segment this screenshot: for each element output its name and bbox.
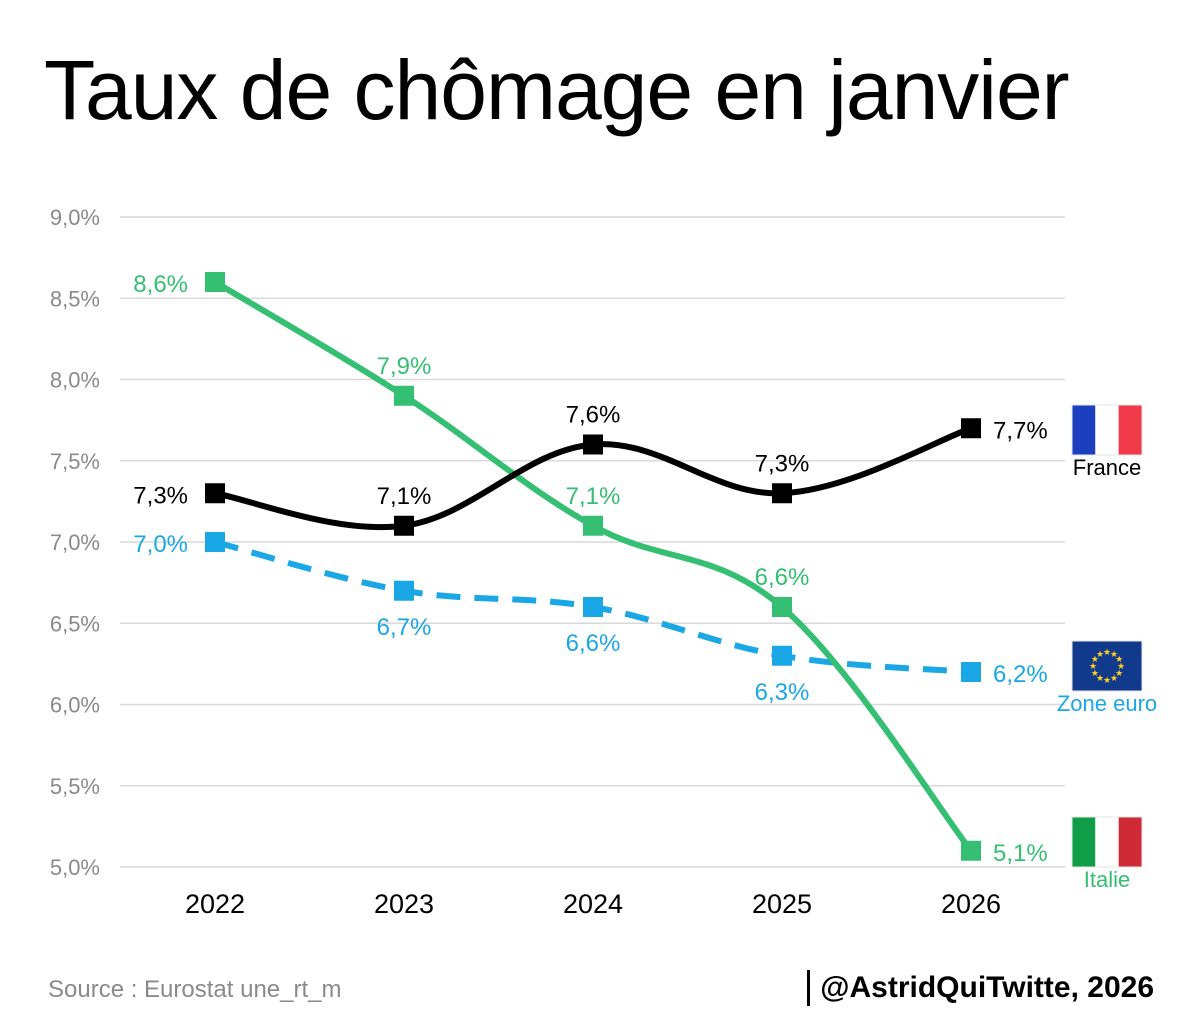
legend-label-france: France [1073,455,1141,480]
x-tick-label: 2022 [185,889,245,919]
data-label-france: 7,6% [566,402,621,429]
y-tick-label: 7,5% [50,449,100,474]
svg-text:★: ★ [1091,655,1099,665]
data-point-france [205,483,225,504]
data-label-zone-euro: 6,2% [993,661,1048,688]
data-label-zone-euro: 6,3% [755,679,810,706]
y-tick-label: 8,0% [50,368,100,393]
data-label-zone-euro: 6,7% [377,614,432,641]
svg-text:★: ★ [1117,662,1125,672]
chart-title: Taux de chômage en janvier [44,43,1070,137]
data-label-zone-euro: 6,6% [566,630,621,657]
data-point-france [583,434,603,455]
data-label-france: 7,1% [377,483,432,510]
y-tick-label: 5,5% [50,774,100,799]
svg-text:★: ★ [1103,676,1111,686]
x-tick-label: 2024 [563,889,623,919]
data-point-zone-euro [961,662,981,682]
data-label-france: 7,3% [755,450,810,477]
data-point-italie [205,272,225,292]
source-note: Source : Eurostat une_rt_m [48,976,342,1003]
y-tick-label: 6,5% [50,611,100,636]
svg-text:★: ★ [1115,655,1123,665]
x-tick-label: 2025 [752,889,812,919]
y-tick-label: 7,0% [50,530,100,555]
svg-text:★: ★ [1096,674,1104,684]
legend-label-zone-euro: Zone euro [1057,691,1157,716]
data-point-zone-euro [772,645,792,666]
data-point-italie [961,840,981,861]
y-tick-label: 9,0% [50,205,100,230]
data-point-italie [772,597,792,617]
svg-text:★: ★ [1110,674,1118,684]
svg-text:★: ★ [1096,650,1104,660]
x-tick-label: 2023 [374,889,434,919]
svg-text:★: ★ [1115,669,1123,679]
data-point-zone-euro [394,580,414,601]
data-point-france [961,418,981,439]
italy-flag-icon [1071,816,1143,868]
data-label-italie: 8,6% [133,271,188,298]
author-credit: @AstridQuiTwitte, 2026 [807,970,1154,1006]
data-label-france: 7,3% [133,482,188,509]
data-point-france [394,515,414,536]
data-point-zone-euro [205,532,225,552]
data-label-zone-euro: 7,0% [133,531,188,558]
france-flag-icon [1071,404,1143,456]
data-label-italie: 7,9% [377,353,432,380]
series-line-italie [212,279,974,854]
legend-label-italie: Italie [1084,867,1130,892]
data-label-italie: 5,1% [993,840,1048,867]
data-point-italie [583,515,603,536]
svg-text:★: ★ [1089,662,1097,672]
svg-text:★: ★ [1103,648,1111,658]
data-point-france [772,483,792,504]
x-tick-label: 2026 [941,889,1001,919]
y-tick-label: 8,5% [50,286,100,311]
y-tick-label: 5,0% [50,855,100,880]
data-point-italie [394,385,414,406]
data-label-italie: 6,6% [755,564,810,591]
eu-flag-icon: ★★★★★★★★★★★★ [1071,640,1143,692]
data-label-france: 7,7% [993,417,1048,444]
data-label-italie: 7,1% [566,483,621,510]
y-tick-label: 6,0% [50,693,100,718]
data-point-zone-euro [583,597,603,617]
svg-text:★: ★ [1091,669,1099,679]
svg-text:★: ★ [1110,650,1118,660]
